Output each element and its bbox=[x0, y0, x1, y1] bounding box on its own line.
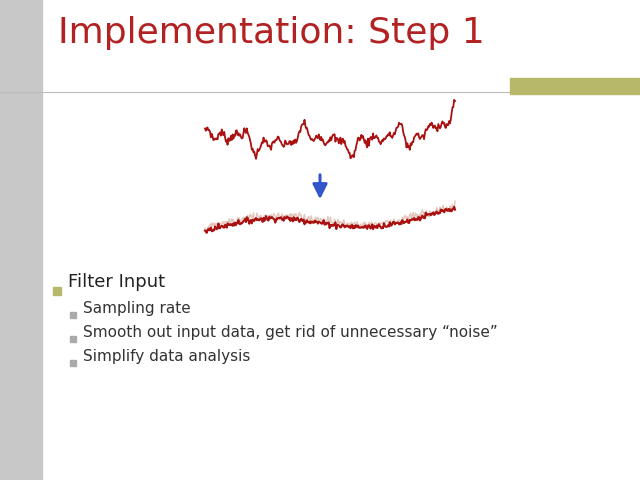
Bar bbox=[53, 287, 61, 295]
Text: Filter Input: Filter Input bbox=[68, 273, 165, 291]
Text: Sampling rate: Sampling rate bbox=[83, 301, 191, 316]
Bar bbox=[70, 360, 76, 366]
Text: Smooth out input data, get rid of unnecessary “noise”: Smooth out input data, get rid of unnece… bbox=[83, 325, 498, 340]
Text: Simplify data analysis: Simplify data analysis bbox=[83, 349, 250, 364]
Bar bbox=[510, 78, 640, 94]
Text: Implementation: Step 1: Implementation: Step 1 bbox=[58, 16, 484, 50]
Bar bbox=[70, 336, 76, 342]
Bar bbox=[0, 0, 42, 480]
Bar bbox=[70, 312, 76, 318]
